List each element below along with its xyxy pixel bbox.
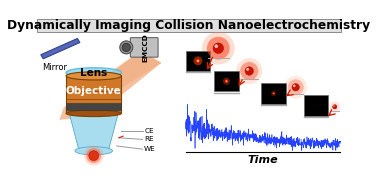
Circle shape (315, 105, 317, 106)
Ellipse shape (66, 110, 121, 117)
Polygon shape (41, 39, 80, 59)
Circle shape (197, 60, 199, 62)
Circle shape (120, 41, 133, 54)
Circle shape (273, 92, 275, 95)
Text: WE: WE (144, 146, 156, 152)
Ellipse shape (66, 72, 121, 80)
FancyBboxPatch shape (262, 83, 286, 104)
Circle shape (245, 67, 254, 75)
Circle shape (226, 81, 227, 82)
Polygon shape (69, 113, 118, 151)
Circle shape (284, 76, 307, 99)
FancyBboxPatch shape (304, 95, 328, 116)
Circle shape (207, 37, 230, 60)
Circle shape (240, 62, 259, 80)
Circle shape (328, 100, 341, 113)
Circle shape (236, 58, 262, 84)
Circle shape (213, 43, 224, 54)
Circle shape (87, 148, 101, 163)
Ellipse shape (75, 147, 112, 155)
FancyBboxPatch shape (214, 71, 239, 91)
Circle shape (89, 151, 99, 161)
Circle shape (333, 105, 337, 109)
Polygon shape (88, 51, 161, 91)
Text: EMCCD: EMCCD (143, 33, 149, 62)
Text: RE: RE (144, 136, 154, 142)
Circle shape (84, 146, 104, 166)
Circle shape (223, 78, 230, 85)
Circle shape (293, 85, 296, 87)
FancyBboxPatch shape (186, 51, 210, 71)
FancyBboxPatch shape (130, 38, 158, 57)
FancyBboxPatch shape (66, 103, 121, 110)
Polygon shape (59, 51, 161, 120)
Circle shape (330, 102, 339, 111)
Circle shape (196, 59, 200, 63)
Circle shape (214, 44, 218, 48)
Circle shape (271, 91, 276, 96)
Ellipse shape (66, 68, 121, 78)
Text: Time: Time (248, 155, 279, 165)
Text: Dynamically Imaging Collision Nanoelectrochemistry: Dynamically Imaging Collision Nanoelectr… (8, 19, 370, 32)
Polygon shape (68, 104, 121, 136)
Circle shape (246, 68, 249, 71)
Circle shape (288, 79, 304, 95)
Circle shape (273, 93, 274, 94)
Circle shape (194, 56, 203, 65)
FancyBboxPatch shape (37, 19, 341, 32)
Circle shape (225, 80, 228, 83)
Text: Lens: Lens (80, 68, 107, 78)
Circle shape (202, 32, 235, 65)
Circle shape (333, 105, 335, 107)
Circle shape (292, 84, 299, 91)
Circle shape (122, 43, 130, 52)
FancyBboxPatch shape (66, 76, 121, 113)
Text: Mirror: Mirror (42, 63, 67, 72)
Text: CE: CE (144, 128, 154, 134)
Text: Objective: Objective (66, 86, 122, 96)
